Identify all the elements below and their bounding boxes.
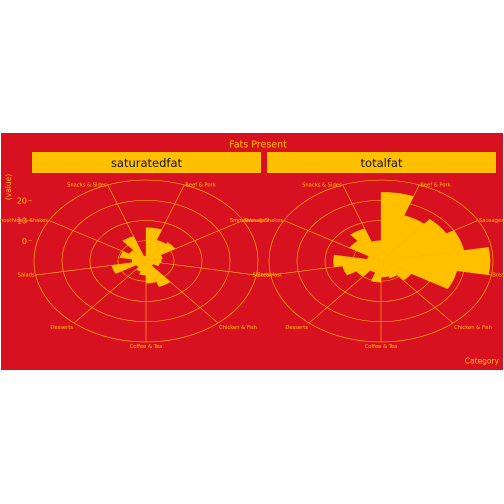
facet-strip-saturatedfat [32,152,261,173]
bar-saturatedfat-0 [145,227,163,262]
bar-saturatedfat-2 [145,242,176,262]
grid-spoke [145,260,257,276]
category-label: Chicken & Fish [219,325,257,331]
category-label: Desserts [50,325,73,331]
bar-totalfat-7 [380,260,398,279]
bar-saturatedfat-4 [145,258,162,264]
category-label: Sausages [479,218,504,224]
bar-saturatedfat-7 [145,260,171,287]
category-label: Breakfast [257,273,282,279]
category-label: Smoothies & Shakes [230,218,283,224]
chart-title: Fats Present [229,140,287,151]
category-label: Snacks & Sides [67,182,107,188]
category-label: Sausages [244,218,269,224]
category-label: Smoothies & Shakes [0,218,48,224]
grid-spoke [73,260,147,324]
bar-totalfat-6 [380,260,412,281]
bar-saturatedfat-12 [111,260,147,274]
bar-saturatedfat-17 [143,255,147,262]
bar-saturatedfat-3 [145,254,163,262]
category-label: Coffee & Tea [365,344,398,350]
bar-saturatedfat-14 [119,251,147,262]
bar-totalfat-16 [350,228,382,262]
category-label: Chicken & Fish [454,325,492,331]
bar-saturatedfat-5 [145,260,160,267]
category-label: Salads [253,273,270,279]
y-axis-label: (value) [4,174,13,200]
bar-saturatedfat-10 [135,260,147,272]
category-label: Salads [18,273,35,279]
x-axis-label: Category [465,357,500,366]
facet-label: saturatedfat [111,156,183,170]
facet-label: totalfat [361,156,403,170]
bar-totalfat-0 [380,191,414,262]
bar-saturatedfat-8 [145,260,157,284]
y-tick-label: 10 [17,217,27,226]
category-label: Beef & Pork [420,182,450,188]
category-label: Breakfast [492,273,504,279]
category-label: Coffee & Tea [130,344,163,350]
y-tick-label: 20 [17,196,27,205]
category-label: Snacks & Sides [302,182,342,188]
category-label: Desserts [285,325,308,331]
bar-totalfat-4 [380,247,491,275]
facet-strip-totalfat [267,152,496,173]
bar-totalfat-13 [333,254,382,268]
bar-saturatedfat-16 [122,236,147,262]
category-label: Beef & Pork [185,182,215,188]
y-tick-label: 0 [22,237,27,246]
bar-totalfat-17 [371,240,382,262]
bar-totalfat-5 [380,260,458,290]
